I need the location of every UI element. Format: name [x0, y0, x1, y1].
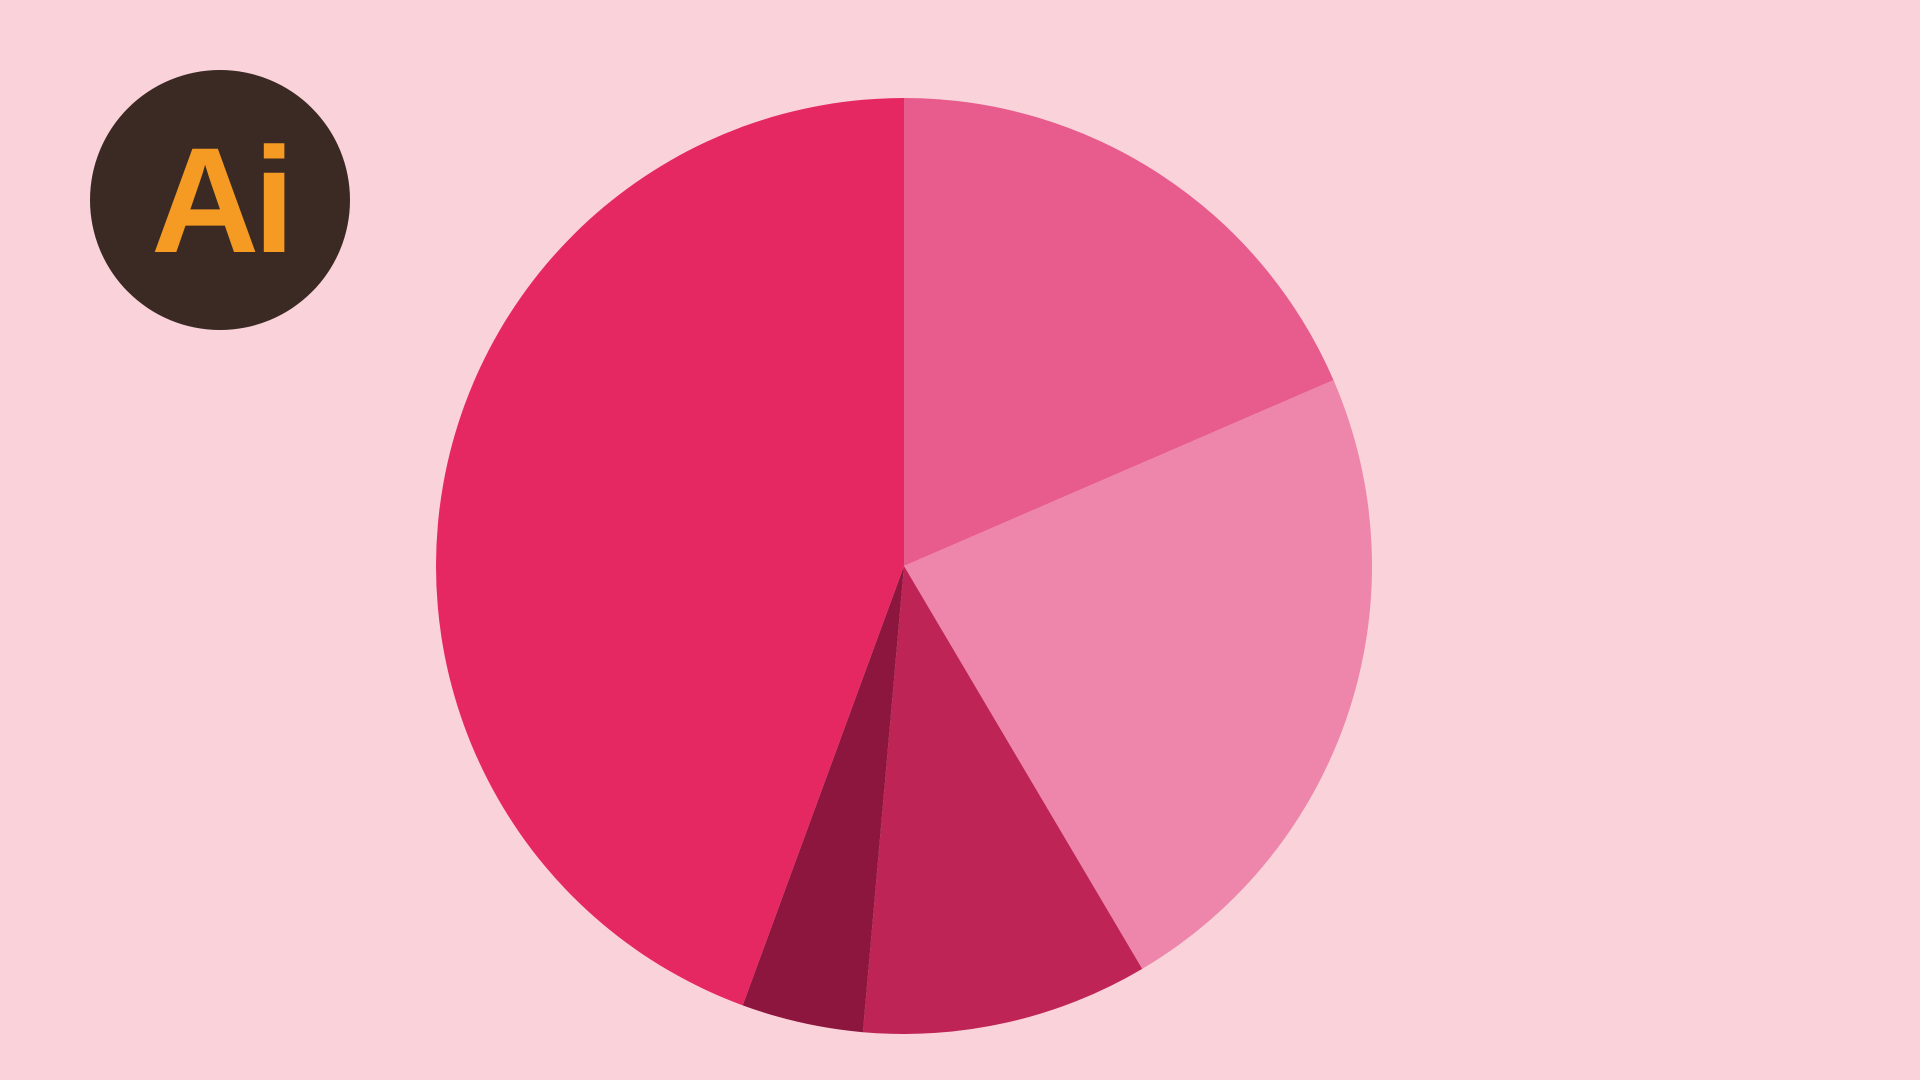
illustrator-logo: Ai — [90, 70, 350, 330]
stage: Ai — [0, 0, 1920, 1080]
illustrator-logo-text: Ai — [151, 125, 289, 275]
pie-chart — [436, 98, 1372, 1034]
